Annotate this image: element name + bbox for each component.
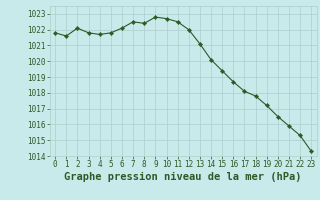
- X-axis label: Graphe pression niveau de la mer (hPa): Graphe pression niveau de la mer (hPa): [64, 172, 302, 182]
